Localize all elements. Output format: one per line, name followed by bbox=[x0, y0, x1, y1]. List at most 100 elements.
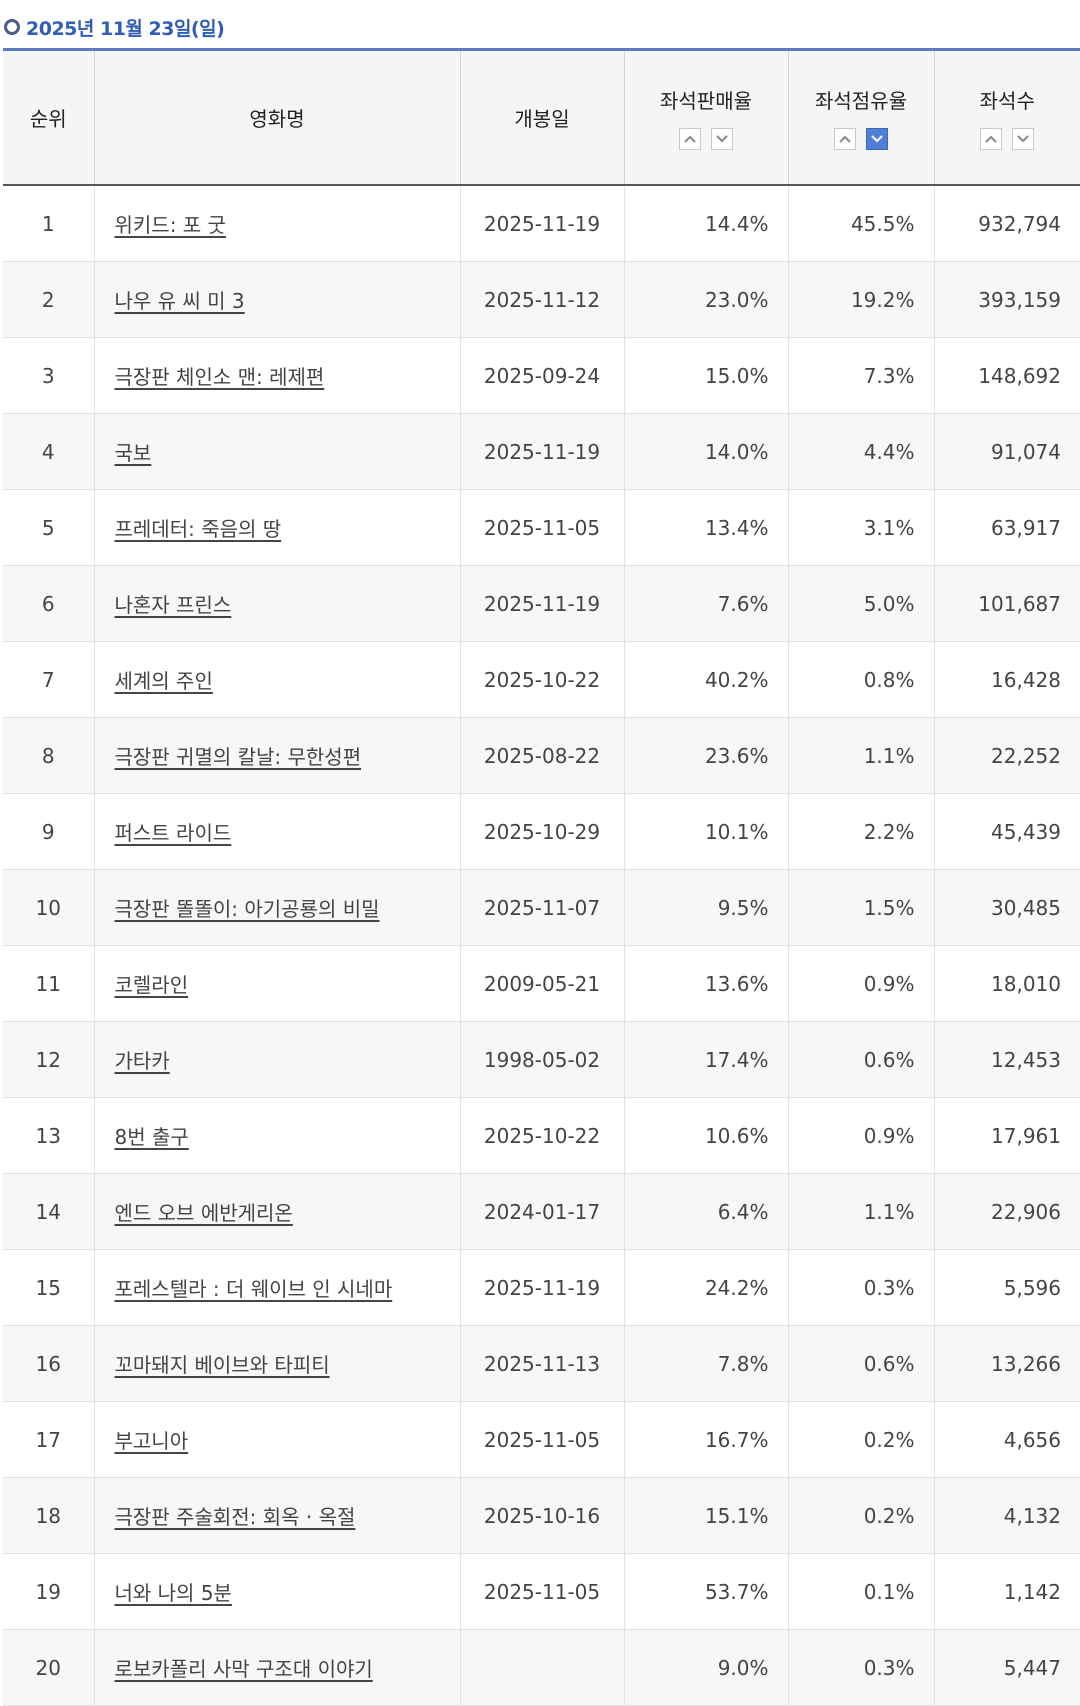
rank-cell: 2 bbox=[3, 262, 94, 338]
movie-title-link[interactable]: 엔드 오브 에반게리온 bbox=[115, 1201, 293, 1225]
sort-descending-button[interactable] bbox=[711, 128, 733, 150]
movie-title-link[interactable]: 코렐라인 bbox=[115, 973, 189, 997]
seat-count-cell: 5,447 bbox=[934, 1630, 1080, 1706]
seat-sales-rate-cell: 15.0% bbox=[624, 338, 788, 414]
date-header: 2025년 11월 23일(일) bbox=[4, 12, 224, 42]
movie-title-link[interactable]: 프레데터: 죽음의 땅 bbox=[115, 517, 282, 541]
movie-title-link[interactable]: 포레스텔라 : 더 웨이브 인 시네마 bbox=[115, 1277, 393, 1301]
movie-title-link[interactable]: 꼬마돼지 베이브와 타피티 bbox=[115, 1353, 330, 1377]
movie-title-link[interactable]: 극장판 주술회전: 회옥 · 옥절 bbox=[115, 1505, 356, 1529]
rank-cell: 7 bbox=[3, 642, 94, 718]
seat-count-cell: 22,252 bbox=[934, 718, 1080, 794]
rank-cell: 8 bbox=[3, 718, 94, 794]
release-date-cell: 2025-11-19 bbox=[460, 566, 624, 642]
column-header-release: 개봉일 bbox=[460, 50, 624, 186]
movie-title-link[interactable]: 극장판 똘똘이: 아기공룡의 비밀 bbox=[115, 897, 380, 921]
movie-title-link[interactable]: 8번 출구 bbox=[115, 1125, 189, 1149]
movie-title-link[interactable]: 로보카폴리 사막 구조대 이야기 bbox=[115, 1657, 373, 1681]
release-date-cell: 2025-11-07 bbox=[460, 870, 624, 946]
rank-cell: 14 bbox=[3, 1174, 94, 1250]
release-date-cell: 2025-11-05 bbox=[460, 1554, 624, 1630]
title-cell: 나우 유 씨 미 3 bbox=[94, 262, 460, 338]
sort-descending-button-active[interactable] bbox=[866, 128, 888, 150]
seat-count-cell: 4,132 bbox=[934, 1478, 1080, 1554]
sort-controls bbox=[789, 128, 934, 150]
chevron-up-icon bbox=[985, 135, 997, 143]
seat-count-cell: 63,917 bbox=[934, 490, 1080, 566]
movie-title-link[interactable]: 나우 유 씨 미 3 bbox=[115, 289, 245, 313]
seat-occupancy-cell: 0.3% bbox=[788, 1250, 934, 1326]
release-date-cell: 2025-11-05 bbox=[460, 490, 624, 566]
movie-title-link[interactable]: 퍼스트 라이드 bbox=[115, 821, 232, 845]
rank-cell: 4 bbox=[3, 414, 94, 490]
title-cell: 포레스텔라 : 더 웨이브 인 시네마 bbox=[94, 1250, 460, 1326]
title-cell: 극장판 체인소 맨: 레제편 bbox=[94, 338, 460, 414]
movie-title-link[interactable]: 부고니아 bbox=[115, 1429, 189, 1453]
seat-sales-rate-cell: 24.2% bbox=[624, 1250, 788, 1326]
title-cell: 부고니아 bbox=[94, 1402, 460, 1478]
rank-cell: 20 bbox=[3, 1630, 94, 1706]
title-cell: 퍼스트 라이드 bbox=[94, 794, 460, 870]
release-date-cell: 2024-01-17 bbox=[460, 1174, 624, 1250]
column-label: 순위 bbox=[3, 103, 94, 132]
seat-sales-rate-cell: 17.4% bbox=[624, 1022, 788, 1098]
rank-cell: 5 bbox=[3, 490, 94, 566]
seat-occupancy-cell: 0.6% bbox=[788, 1326, 934, 1402]
seat-sales-rate-cell: 13.4% bbox=[624, 490, 788, 566]
seat-count-cell: 22,906 bbox=[934, 1174, 1080, 1250]
sort-ascending-button[interactable] bbox=[980, 128, 1002, 150]
table-header: 순위 영화명 개봉일 좌석판매율 bbox=[3, 50, 1080, 186]
seat-occupancy-cell: 0.8% bbox=[788, 642, 934, 718]
date-title: 2025년 11월 23일(일) bbox=[26, 14, 224, 41]
title-cell: 코렐라인 bbox=[94, 946, 460, 1022]
movie-title-link[interactable]: 국보 bbox=[115, 441, 152, 465]
seat-sales-rate-cell: 23.0% bbox=[624, 262, 788, 338]
seat-occupancy-cell: 0.6% bbox=[788, 1022, 934, 1098]
movie-title-link[interactable]: 나혼자 프린스 bbox=[115, 593, 232, 617]
seat-sales-rate-cell: 10.6% bbox=[624, 1098, 788, 1174]
rank-cell: 18 bbox=[3, 1478, 94, 1554]
release-date-cell: 1998-05-02 bbox=[460, 1022, 624, 1098]
sort-ascending-button[interactable] bbox=[834, 128, 856, 150]
seat-sales-rate-cell: 23.6% bbox=[624, 718, 788, 794]
movie-title-link[interactable]: 위키드: 포 굿 bbox=[115, 213, 226, 237]
seat-sales-rate-cell: 53.7% bbox=[624, 1554, 788, 1630]
column-label: 영화명 bbox=[95, 103, 460, 132]
seat-occupancy-cell: 0.3% bbox=[788, 1630, 934, 1706]
seat-sales-rate-cell: 14.0% bbox=[624, 414, 788, 490]
seat-count-cell: 13,266 bbox=[934, 1326, 1080, 1402]
title-cell: 위키드: 포 굿 bbox=[94, 185, 460, 262]
seat-occupancy-cell: 4.4% bbox=[788, 414, 934, 490]
sort-descending-button[interactable] bbox=[1012, 128, 1034, 150]
title-cell: 나혼자 프린스 bbox=[94, 566, 460, 642]
seat-occupancy-cell: 0.2% bbox=[788, 1402, 934, 1478]
release-date-cell: 2025-08-22 bbox=[460, 718, 624, 794]
rank-cell: 11 bbox=[3, 946, 94, 1022]
seat-count-cell: 932,794 bbox=[934, 185, 1080, 262]
movie-title-link[interactable]: 세계의 주인 bbox=[115, 669, 213, 693]
seat-count-cell: 5,596 bbox=[934, 1250, 1080, 1326]
title-cell: 꼬마돼지 베이브와 타피티 bbox=[94, 1326, 460, 1402]
movie-title-link[interactable]: 가타카 bbox=[115, 1049, 170, 1073]
seat-occupancy-cell: 0.9% bbox=[788, 1098, 934, 1174]
sort-ascending-button[interactable] bbox=[679, 128, 701, 150]
column-header-rank: 순위 bbox=[3, 50, 94, 186]
seat-occupancy-cell: 45.5% bbox=[788, 185, 934, 262]
movie-title-link[interactable]: 극장판 체인소 맨: 레제편 bbox=[115, 365, 325, 389]
release-date-cell: 2025-11-12 bbox=[460, 262, 624, 338]
chevron-up-icon bbox=[839, 135, 851, 143]
title-cell: 가타카 bbox=[94, 1022, 460, 1098]
movie-title-link[interactable]: 너와 나의 5분 bbox=[115, 1581, 232, 1605]
movie-title-link[interactable]: 극장판 귀멸의 칼날: 무한성편 bbox=[115, 745, 362, 769]
rank-cell: 17 bbox=[3, 1402, 94, 1478]
